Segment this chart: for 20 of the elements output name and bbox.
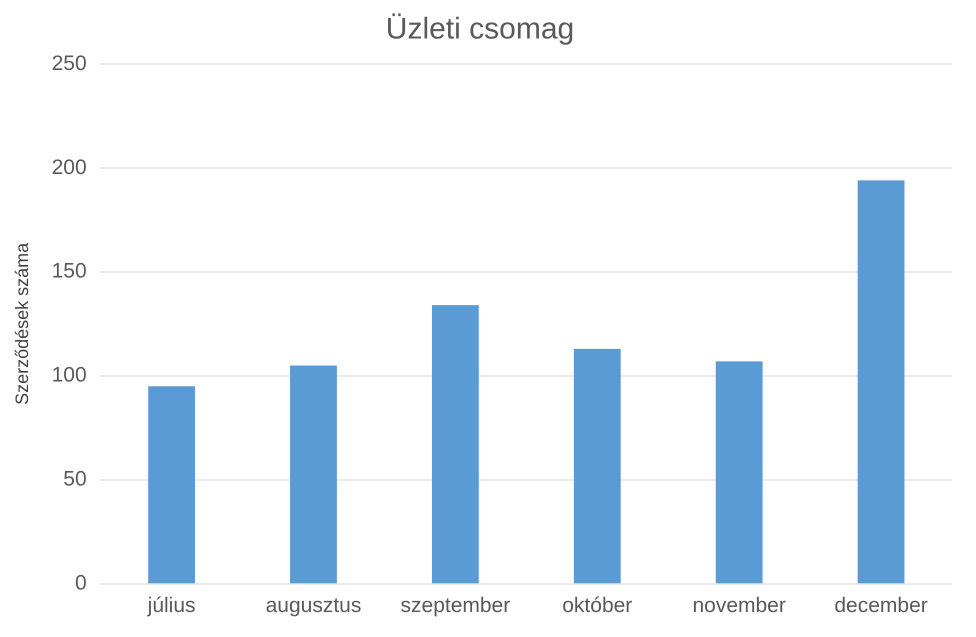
bar xyxy=(574,348,621,584)
y-axis-title: Szerződések száma xyxy=(12,242,32,405)
chart-title: Üzleti csomag xyxy=(386,12,574,46)
y-tick-label: 0 xyxy=(74,572,87,595)
x-tick-label: november xyxy=(692,594,786,618)
x-tick-label: szeptember xyxy=(400,594,510,618)
bar xyxy=(858,180,904,584)
bar xyxy=(148,386,195,584)
x-tick-label: augusztus xyxy=(266,594,362,618)
y-tick-label: 50 xyxy=(63,468,87,491)
x-tick-label: december xyxy=(834,594,928,618)
x-tick-label: július xyxy=(146,594,196,618)
x-tick-label: október xyxy=(562,594,632,618)
bar xyxy=(716,361,763,584)
y-tick-label: 200 xyxy=(52,156,87,179)
y-tick-label: 250 xyxy=(52,52,87,75)
y-tick-label: 100 xyxy=(52,364,87,387)
y-tick-label: 150 xyxy=(52,260,87,283)
bar xyxy=(290,365,337,584)
bar xyxy=(432,305,479,584)
